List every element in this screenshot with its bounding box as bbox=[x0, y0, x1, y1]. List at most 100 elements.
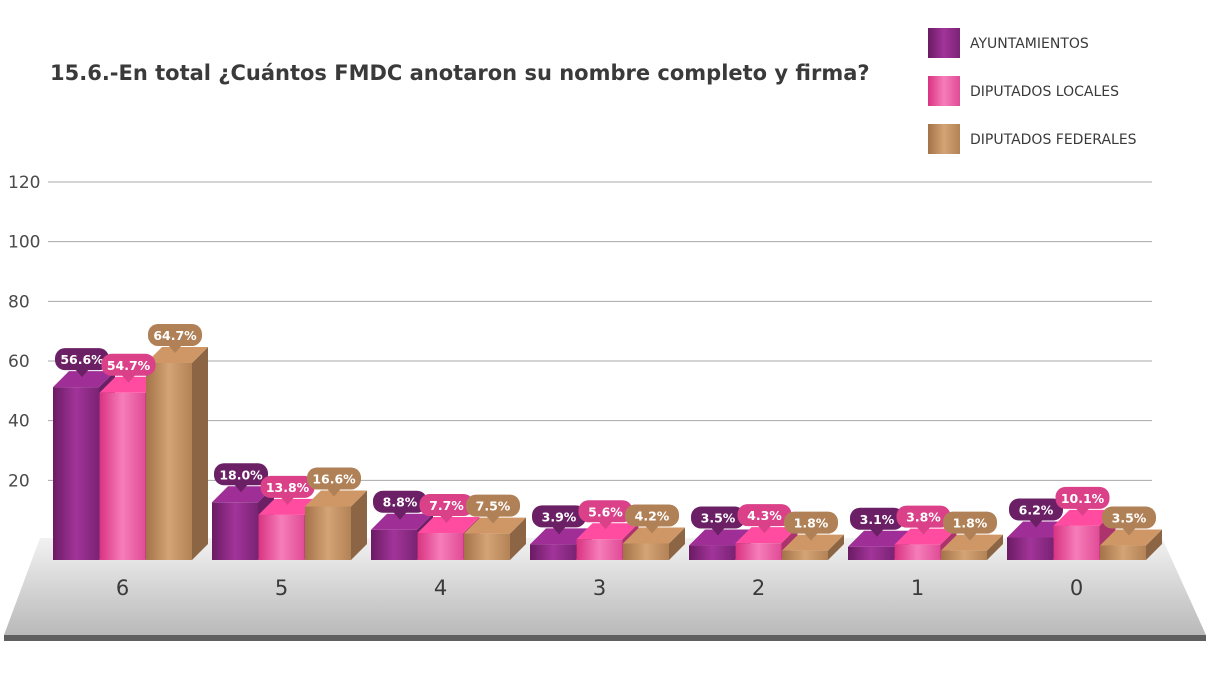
data-label-pointer bbox=[439, 515, 454, 524]
legend-item: AYUNTAMIENTOS bbox=[928, 28, 1089, 58]
data-label-text: 18.0% bbox=[219, 467, 263, 482]
bar-front bbox=[212, 502, 258, 560]
legend-item: DIPUTADOS FEDERALES bbox=[928, 124, 1137, 154]
legend-swatch bbox=[928, 124, 960, 154]
data-label: 6.2% bbox=[1009, 498, 1063, 528]
data-label-pointer bbox=[1075, 507, 1090, 516]
data-label: 54.7% bbox=[101, 353, 156, 383]
data-label-text: 13.8% bbox=[266, 480, 310, 495]
data-label-text: 6.2% bbox=[1019, 503, 1054, 518]
data-label-pointer bbox=[963, 532, 977, 541]
data-label-bubble bbox=[625, 504, 679, 527]
data-label-bubble bbox=[373, 490, 427, 513]
data-label-text: 4.2% bbox=[635, 508, 670, 523]
bar-front bbox=[305, 506, 351, 560]
data-label-bubble bbox=[896, 505, 951, 528]
bar-front bbox=[782, 550, 828, 560]
data-label: 3.8% bbox=[896, 505, 951, 535]
y-tick-label: 80 bbox=[8, 292, 30, 312]
bar-front bbox=[99, 392, 146, 560]
x-tick-label: 4 bbox=[434, 576, 447, 600]
bar-side bbox=[987, 534, 1003, 560]
bar-side bbox=[1146, 529, 1162, 560]
data-label-bubble bbox=[532, 505, 586, 528]
bar-top bbox=[212, 486, 274, 503]
bar-top bbox=[941, 534, 1003, 551]
data-label-pointer bbox=[870, 528, 884, 537]
data-label-pointer bbox=[234, 484, 248, 493]
bar-top bbox=[894, 528, 957, 545]
data-label-text: 16.6% bbox=[312, 471, 356, 486]
bar-2-2 bbox=[464, 517, 526, 560]
bar-front bbox=[464, 533, 510, 560]
x-tick-label: 1 bbox=[911, 576, 924, 600]
bar-side bbox=[351, 490, 367, 560]
legend-label: AYUNTAMIENTOS bbox=[970, 36, 1089, 52]
bar-top bbox=[417, 517, 480, 534]
data-label: 3.5% bbox=[691, 506, 745, 536]
x-tick-label: 0 bbox=[1070, 576, 1083, 600]
bar-top bbox=[782, 534, 844, 551]
data-label: 8.8% bbox=[373, 490, 427, 520]
bar-front bbox=[941, 550, 987, 560]
data-label: 13.8% bbox=[260, 475, 315, 505]
data-label-bubble bbox=[784, 511, 838, 534]
data-label: 7.5% bbox=[466, 494, 520, 524]
y-tick-label: 40 bbox=[8, 412, 30, 432]
data-label-pointer bbox=[1029, 519, 1043, 528]
bar-front bbox=[53, 387, 99, 560]
data-label-pointer bbox=[552, 526, 566, 535]
bar-front bbox=[623, 543, 669, 560]
x-tick-label: 3 bbox=[593, 576, 606, 600]
x-tick-label: 5 bbox=[275, 576, 288, 600]
bar-side bbox=[192, 346, 208, 560]
data-label-text: 7.7% bbox=[429, 498, 464, 513]
data-label-text: 4.3% bbox=[747, 508, 782, 523]
y-tick-label: 120 bbox=[8, 173, 40, 193]
data-label-bubble bbox=[850, 507, 904, 530]
data-label: 64.7% bbox=[148, 323, 202, 353]
data-label-pointer bbox=[711, 527, 725, 536]
data-label-pointer bbox=[757, 525, 772, 534]
bar-top bbox=[689, 529, 751, 546]
legend-swatch bbox=[928, 76, 960, 106]
data-label-pointer bbox=[121, 374, 136, 383]
x-tick-label: 6 bbox=[116, 576, 129, 600]
data-label: 18.0% bbox=[214, 463, 268, 493]
bar-top bbox=[53, 371, 115, 388]
bar-top bbox=[371, 513, 433, 530]
data-label-text: 54.7% bbox=[107, 358, 151, 373]
bar-side bbox=[510, 517, 526, 560]
floor-edge bbox=[4, 635, 1206, 641]
data-label-bubble bbox=[419, 494, 474, 517]
data-label-bubble bbox=[55, 348, 109, 371]
data-label-text: 7.5% bbox=[476, 499, 511, 514]
legend-label: DIPUTADOS LOCALES bbox=[970, 84, 1119, 100]
legend-swatch bbox=[928, 28, 960, 58]
data-label-pointer bbox=[75, 369, 89, 378]
data-label-pointer bbox=[598, 521, 613, 530]
bar-top bbox=[576, 523, 639, 540]
data-label-bubble bbox=[943, 511, 997, 534]
data-label-pointer bbox=[804, 532, 818, 541]
data-label-bubble bbox=[1055, 486, 1110, 509]
bar-front bbox=[1007, 537, 1053, 560]
x-tick-label: 2 bbox=[752, 576, 765, 600]
bar-front bbox=[894, 544, 941, 560]
data-label-pointer bbox=[486, 515, 500, 524]
bar-0-2 bbox=[146, 346, 208, 560]
bar-front bbox=[146, 362, 192, 560]
bar-top bbox=[146, 346, 208, 363]
data-label-bubble bbox=[1102, 506, 1156, 529]
chart-title: 15.6.-En total ¿Cuántos FMDC anotaron su… bbox=[50, 61, 870, 85]
y-tick-label: 100 bbox=[8, 233, 40, 253]
bar-side bbox=[669, 527, 685, 560]
data-label-text: 3.8% bbox=[906, 510, 941, 525]
bar-top bbox=[623, 527, 685, 544]
data-label-text: 64.7% bbox=[153, 328, 197, 343]
data-label: 4.3% bbox=[737, 504, 792, 534]
data-label-text: 10.1% bbox=[1061, 491, 1105, 506]
data-label: 1.8% bbox=[943, 511, 997, 541]
